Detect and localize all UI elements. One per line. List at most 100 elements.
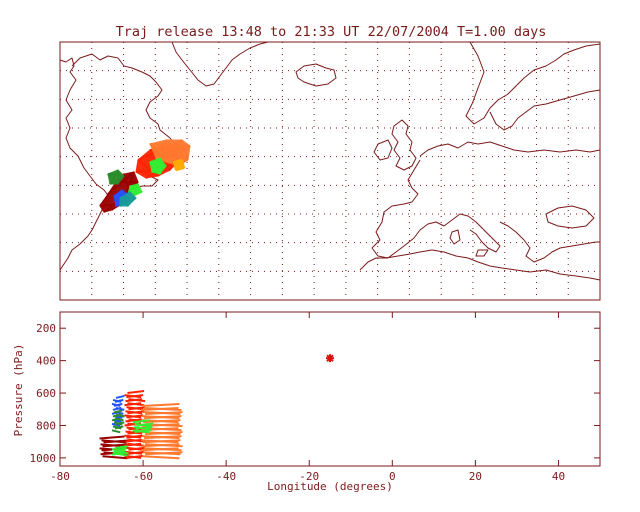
profile-trajectory-stroke <box>142 455 180 460</box>
profile-trajectory-stroke <box>115 394 125 399</box>
map-trajectory-line <box>137 159 159 177</box>
coast-italy <box>443 213 501 253</box>
x-axis-label: Longitude (degrees) <box>267 480 393 493</box>
profile-trajectory-stroke <box>103 439 129 444</box>
coast-west-europe <box>419 141 601 157</box>
coast-black-sea <box>545 205 595 229</box>
y-tick-label: 200 <box>36 322 56 335</box>
profile-trajectory-stroke <box>125 438 143 443</box>
profile-trajectory-stroke <box>143 439 181 444</box>
profile-trajectory-stroke <box>134 428 152 433</box>
profile-trajectory-stroke <box>128 406 146 411</box>
y-tick-label: 600 <box>36 387 56 400</box>
release-marker-stroke <box>326 354 334 362</box>
x-tick-label: -40 <box>216 470 236 483</box>
profile-trajectory-stroke <box>141 407 179 412</box>
map-frame <box>59 41 601 301</box>
profile-trajectory-stroke <box>144 435 182 440</box>
profile-trajectory-stroke <box>142 443 180 448</box>
coast-britain <box>391 119 417 171</box>
x-tick-label: 0 <box>389 470 396 483</box>
profile-trajectory-stroke <box>113 447 127 452</box>
profile-trajectory-stroke <box>135 425 153 430</box>
profile-trajectory-stroke <box>102 455 128 460</box>
coast-labrador <box>71 53 177 157</box>
y-axis-ticks: 200 400 600 800 1000 <box>30 322 600 465</box>
profile-trajectory-stroke <box>125 398 143 403</box>
profile-trajectory-stroke <box>142 403 180 408</box>
map-trajectory-line <box>109 169 119 185</box>
map-trajectory-line <box>155 139 183 159</box>
profile-trajectory-stroke <box>143 419 181 424</box>
map-trajectory-line <box>107 173 125 177</box>
coast-baltic <box>489 89 601 131</box>
x-tick-label: 40 <box>552 470 565 483</box>
coast-france-iberia <box>371 159 445 259</box>
pressure-longitude-panel: -80 -60 -40 -20 0 20 40 200 400 600 800 1000 Longi… <box>12 311 601 493</box>
profile-trajectory-stroke <box>144 415 182 420</box>
profile-frame <box>59 311 601 467</box>
coast-north-america <box>59 57 111 271</box>
chart-title: Traj release 13:48 to 21:33 UT 22/07/200… <box>116 24 547 40</box>
coast-balkans <box>499 221 600 263</box>
profile-trajectory-stroke <box>145 431 183 436</box>
map-trajectory-line <box>155 157 189 161</box>
profile-trajectory-stroke <box>145 451 183 456</box>
y-tick-label: 1000 <box>30 452 57 465</box>
profile-trajectory-stroke <box>114 398 124 403</box>
profile-trajectory-stroke <box>125 418 143 423</box>
x-tick-label: -60 <box>133 470 153 483</box>
y-tick-label: 800 <box>36 419 56 432</box>
x-tick-label: -20 <box>299 470 319 483</box>
profile-trajectory-stroke <box>127 390 145 395</box>
map-trajectory-line <box>173 161 177 171</box>
coast-sardinia <box>449 229 461 245</box>
profile-trajectory-stroke <box>114 425 124 430</box>
map-trajectory-line <box>129 185 143 193</box>
map-trajectory-line <box>149 161 167 167</box>
profile-trajectory-stroke <box>114 445 128 450</box>
profile-trajectory-stroke <box>111 429 121 434</box>
map-grid <box>60 42 600 300</box>
coastlines <box>59 41 601 281</box>
map-trajectory-line <box>173 159 183 163</box>
coast-scandinavia <box>465 41 601 125</box>
y-axis-label: Pressure (hPa) <box>12 344 25 437</box>
coast-greenland <box>171 41 269 87</box>
x-axis-ticks: -80 -60 -40 -20 0 20 40 <box>50 312 565 483</box>
coast-north-africa <box>359 249 601 281</box>
profile-trajectory-stroke <box>127 450 145 455</box>
map-trajectory-line <box>119 197 137 207</box>
profile-trajectory-stroke <box>126 454 144 459</box>
profile-trajectory-stroke <box>113 402 123 407</box>
profile-trajectory-stroke <box>126 414 144 419</box>
map-trajectory-line <box>151 165 167 173</box>
profile-trajectory-stroke <box>126 394 144 399</box>
coast-ireland <box>373 139 393 161</box>
trajectory-map-panel <box>59 41 601 301</box>
profile-trajectory-stroke <box>111 451 125 456</box>
profile-trajectory-stroke <box>112 406 122 411</box>
coast-iceland <box>295 63 337 87</box>
map-trajectory-line <box>151 157 161 173</box>
profile-trajectory-stroke <box>115 421 125 426</box>
release-marker <box>326 354 334 363</box>
profile-trajectory-stroke <box>112 413 122 418</box>
map-trajectory-line <box>181 159 185 169</box>
profile-trajectory-stroke <box>132 419 150 424</box>
profile-trajectory-stroke <box>124 402 142 407</box>
profile-trajectory-stroke <box>145 411 183 416</box>
profile-trajectories <box>99 390 183 460</box>
profile-trajectory-stroke <box>102 443 128 448</box>
map-trajectory-line <box>165 139 189 161</box>
profile-trajectory-stroke <box>112 449 126 454</box>
x-tick-label: 20 <box>469 470 482 483</box>
profile-trajectory-stroke <box>128 446 146 451</box>
map-trajectory-line <box>175 167 185 171</box>
map-trajectory-line <box>149 143 191 147</box>
map-trajectory-line <box>115 189 123 207</box>
profile-trajectory-stroke <box>113 409 123 414</box>
profile-trajectory-stroke <box>126 434 144 439</box>
map-trajectories <box>99 139 191 213</box>
